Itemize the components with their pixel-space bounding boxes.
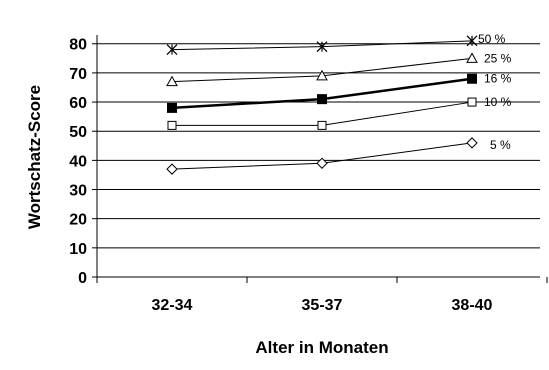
series-3: [167, 97, 477, 130]
y-tick-label: 80: [69, 37, 87, 54]
x-tick-label: 38-40: [452, 297, 493, 314]
x-tick-label: 35-37: [302, 297, 343, 314]
y-tick-label: 30: [69, 183, 87, 200]
data-point-square-open: [167, 120, 177, 130]
label-layer: 50 % 25 % 16 % 10 % 5 %: [478, 32, 512, 152]
data-point-asterisk: [316, 41, 328, 53]
y-tick-label: 0: [78, 270, 87, 287]
data-point-diamond: [466, 137, 478, 149]
y-tick-label: 50: [69, 124, 87, 141]
y-tick-label: 60: [69, 95, 87, 112]
data-point-asterisk: [166, 44, 178, 56]
series-label: 10 %: [484, 95, 512, 109]
data-point-triangle: [316, 69, 328, 81]
series-4: [166, 137, 478, 175]
x-tick-label: 32-34: [152, 297, 193, 314]
data-point-triangle: [466, 52, 478, 63]
series-label: 5 %: [490, 138, 511, 152]
series-label: 50 %: [478, 32, 506, 46]
data-point-diamond: [316, 157, 328, 169]
y-tick-label: 20: [69, 212, 87, 229]
data-point-triangle: [166, 75, 178, 87]
y-axis-title: Wortschatz-Score: [25, 85, 44, 229]
series-label: 25 %: [484, 51, 512, 65]
series-label: 16 %: [484, 72, 512, 86]
data-point-square-filled: [317, 94, 327, 105]
axis-layer: 0 10 20 30 40 50 60 70 80 32-34 35-37 38-40: [69, 35, 548, 314]
data-point-square-open: [467, 97, 477, 107]
series-0: [166, 35, 478, 56]
series-layer: [166, 35, 478, 175]
data-point-diamond: [166, 163, 178, 175]
y-tick-label: 10: [69, 241, 87, 258]
data-point-asterisk: [466, 35, 478, 47]
y-tick-label: 70: [69, 66, 87, 83]
data-point-square-open: [317, 120, 327, 130]
x-axis-title: Alter in Monaten: [255, 338, 388, 357]
data-point-square-filled: [467, 73, 477, 84]
data-point-square-filled: [167, 102, 177, 113]
series-1: [166, 52, 478, 87]
y-tick-label: 40: [69, 153, 87, 170]
series-2: [167, 73, 477, 113]
